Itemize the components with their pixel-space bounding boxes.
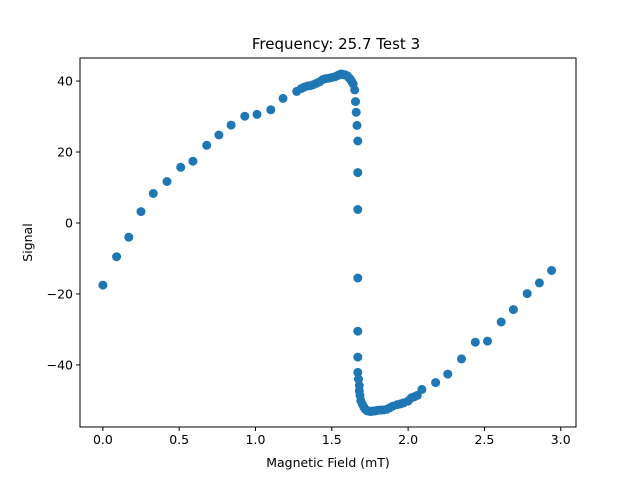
y-tick-label: 0 (65, 215, 73, 230)
data-points (98, 69, 557, 416)
data-point (162, 177, 172, 186)
data-point (353, 367, 363, 377)
data-point (534, 278, 544, 288)
data-point (353, 168, 363, 178)
x-tick-label: 0.0 (93, 432, 113, 447)
data-point (226, 120, 236, 130)
chart-title: Frequency: 25.7 Test 3 (252, 35, 420, 53)
x-tick-label: 2.0 (398, 432, 418, 447)
data-point (352, 120, 362, 130)
data-point (353, 136, 363, 146)
data-point (98, 280, 108, 290)
data-point (417, 384, 427, 394)
data-point (351, 107, 361, 117)
data-point (240, 111, 250, 121)
data-point (508, 305, 518, 315)
x-axis-label: Magnetic Field (mT) (266, 455, 390, 470)
data-point (483, 336, 492, 346)
data-point (188, 156, 198, 166)
data-point (443, 369, 453, 379)
x-tick-label: 1.0 (246, 432, 266, 447)
data-point (457, 354, 466, 364)
data-point (547, 266, 557, 275)
y-tick-label: −40 (47, 357, 73, 372)
y-tick-label: 20 (57, 145, 73, 160)
y-tick-label: 40 (57, 74, 73, 89)
data-point (470, 337, 480, 347)
data-point (112, 252, 122, 262)
plot-frame (79, 57, 577, 428)
data-point (136, 207, 146, 217)
data-point (202, 140, 212, 150)
x-tick-label: 0.5 (169, 432, 189, 447)
x-axis-ticks: 0.0 0.5 1.0 1.5 2.0 2.5 3.0 (93, 427, 571, 447)
x-tick-label: 1.5 (322, 432, 342, 447)
data-point (148, 189, 158, 198)
data-point (353, 273, 363, 283)
data-point (353, 205, 363, 214)
x-tick-label: 3.0 (551, 432, 571, 447)
data-point (278, 93, 288, 103)
data-point (252, 109, 262, 119)
y-tick-label: −20 (47, 286, 73, 301)
data-point (266, 105, 276, 115)
data-point (496, 317, 506, 327)
data-point (353, 326, 363, 336)
data-point (351, 97, 360, 107)
x-tick-label: 2.5 (474, 432, 494, 447)
y-axis-label: Signal (20, 223, 35, 261)
data-point (214, 130, 224, 140)
data-point (124, 232, 134, 242)
data-point (431, 378, 441, 388)
data-point (353, 352, 363, 362)
data-point (176, 162, 186, 172)
y-axis-ticks: −40 −20 0 20 40 (47, 74, 80, 372)
data-point (522, 289, 532, 299)
data-point (350, 85, 360, 95)
